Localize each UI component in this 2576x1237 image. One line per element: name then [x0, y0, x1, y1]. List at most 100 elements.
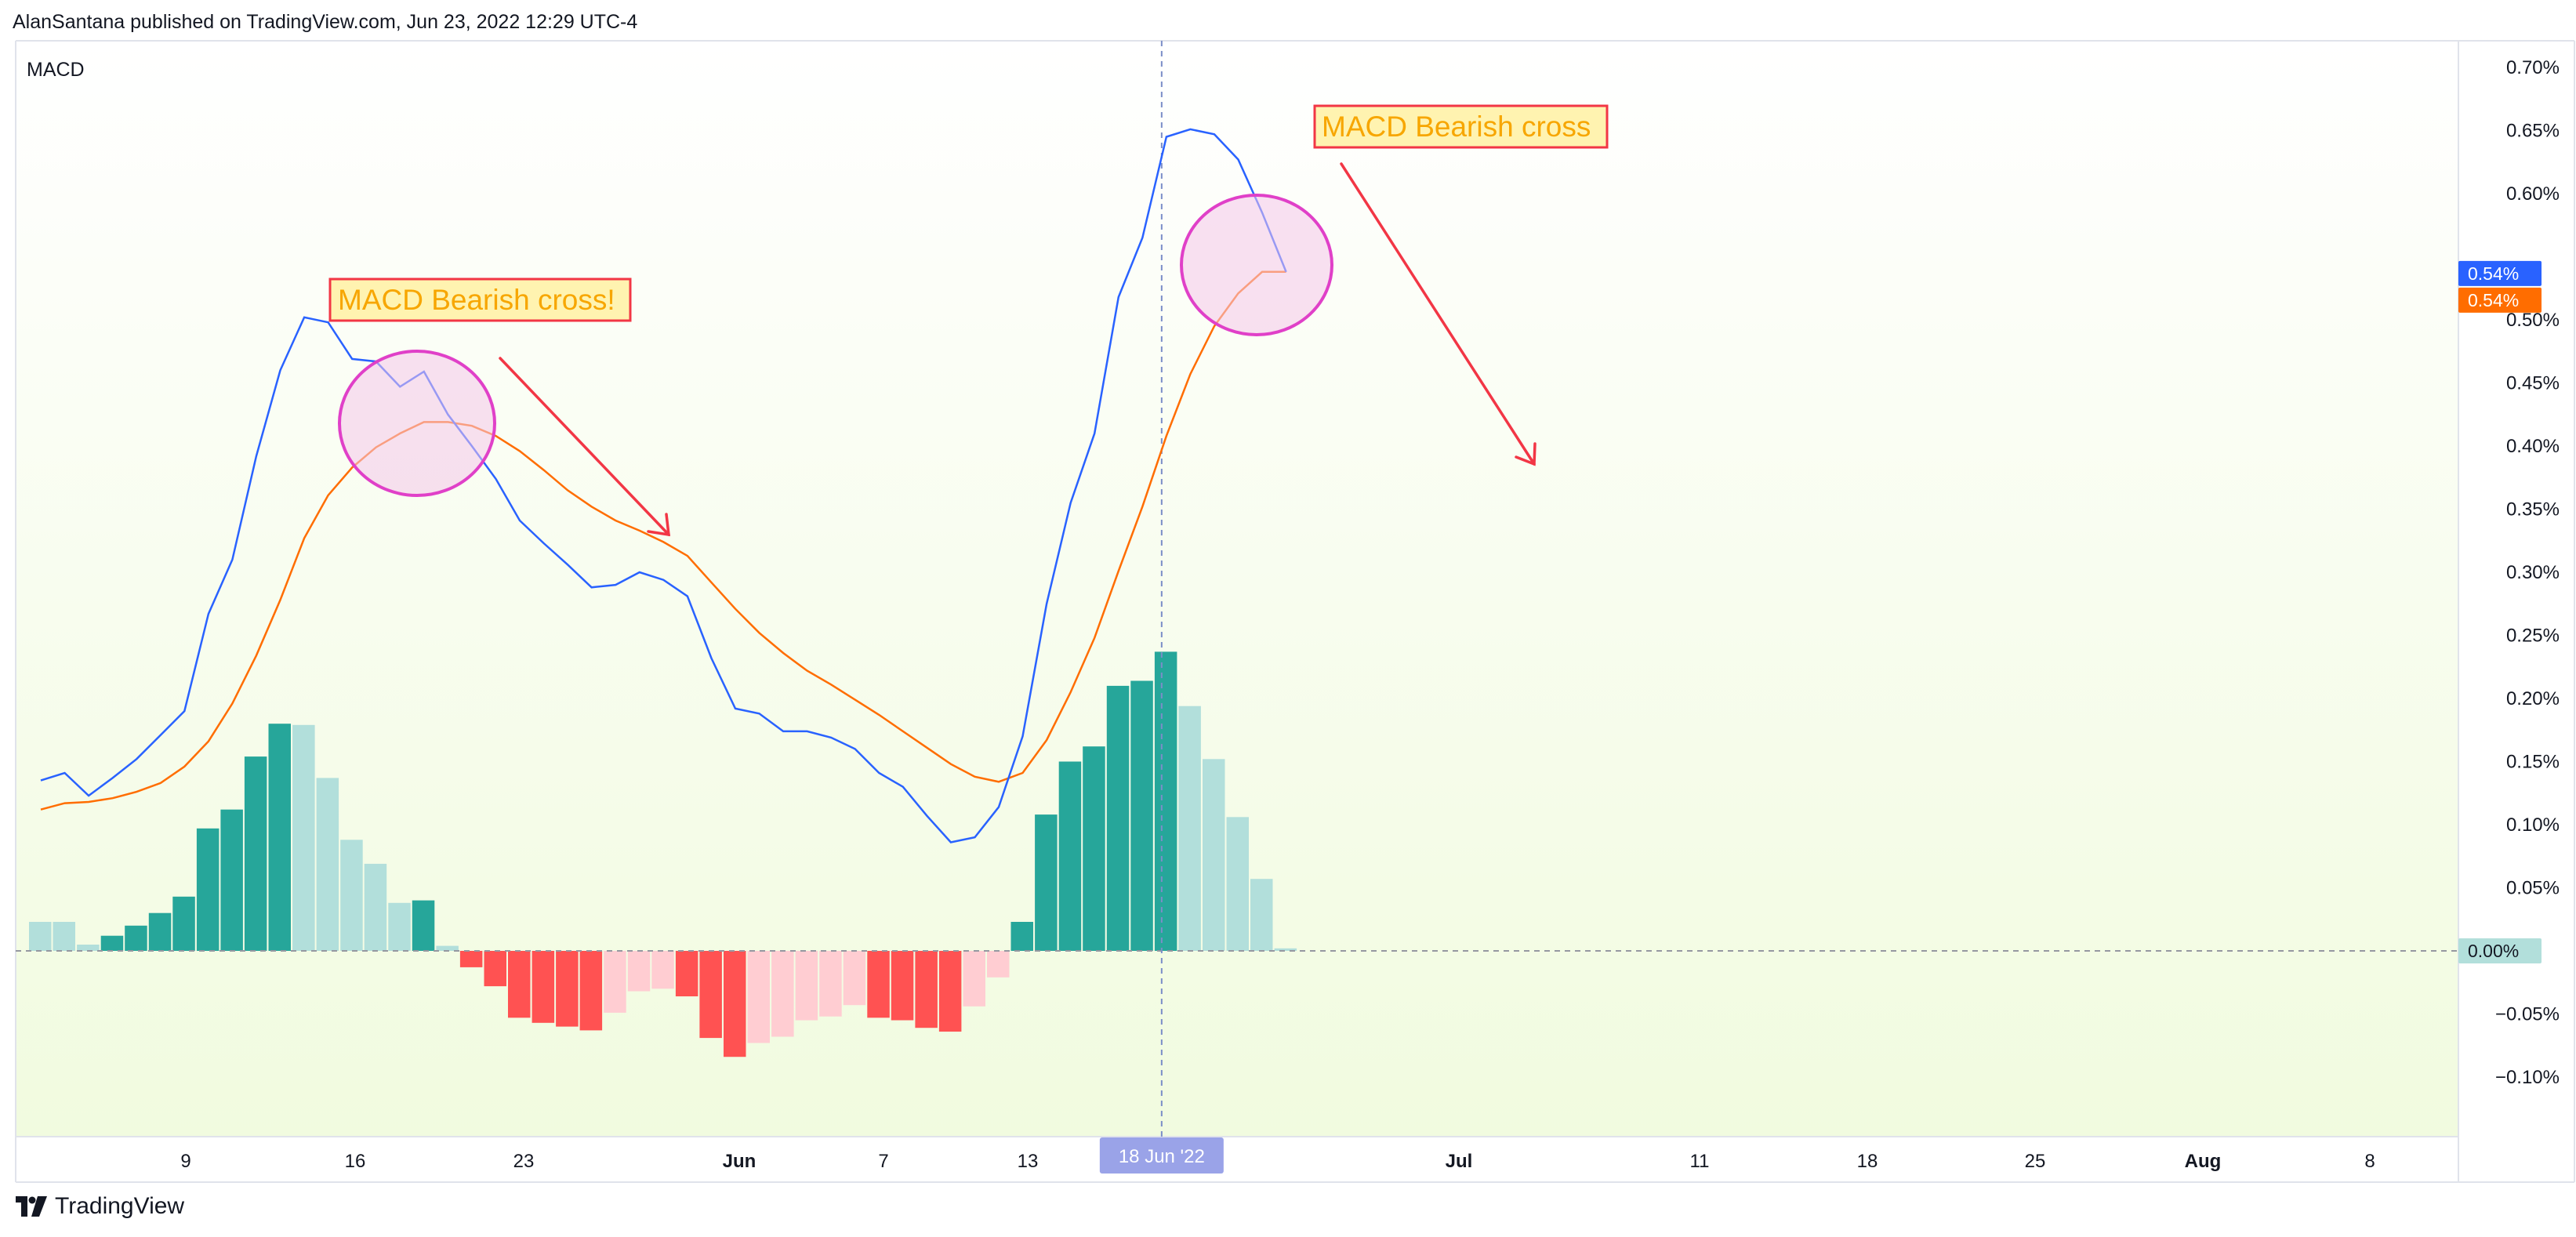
arrow-down-2[interactable]	[1340, 162, 1537, 466]
y-tick-label: 0.40%	[2506, 436, 2560, 457]
histogram-bar	[532, 951, 555, 1023]
x-tick-label: 13	[1018, 1151, 1039, 1172]
histogram-bar	[388, 902, 411, 951]
histogram-bar	[436, 945, 459, 951]
histogram-bar	[938, 951, 962, 1032]
x-tick-label: Jun	[723, 1151, 756, 1172]
annotation-2-text: MACD Bearish cross	[1322, 111, 1591, 143]
histogram-bar	[1226, 817, 1249, 951]
histogram-bar	[244, 756, 267, 951]
x-tick-label: Jul	[1446, 1151, 1473, 1172]
time-scale-background[interactable]	[16, 1137, 2458, 1182]
histogram-bar	[125, 925, 147, 951]
histogram-bar	[340, 840, 363, 951]
y-tick-label: 0.70%	[2506, 57, 2560, 78]
histogram-bar	[1203, 759, 1225, 951]
annotation-1[interactable]: MACD Bearish cross!	[328, 278, 632, 322]
pane-title: MACD	[27, 59, 85, 81]
y-tick-label: 0.15%	[2506, 752, 2560, 773]
arrow-down-1[interactable]	[499, 357, 671, 537]
histogram-bar	[987, 951, 1010, 978]
histogram-bar	[1106, 685, 1130, 951]
histogram-bar	[292, 724, 315, 951]
histogram-bar	[579, 951, 603, 1031]
y-tick-label: 0.30%	[2506, 562, 2560, 583]
histogram-bar	[220, 809, 243, 951]
x-tick-label: 25	[2025, 1151, 2046, 1172]
histogram-bar	[867, 951, 890, 1018]
footer: TradingView	[16, 1193, 184, 1220]
x-tick-label: 7	[878, 1151, 888, 1172]
histogram-bar	[148, 912, 172, 951]
macd-last-value-label: 0.54%	[2458, 260, 2542, 286]
svg-text:0.54%: 0.54%	[2468, 263, 2519, 284]
histogram-bar	[1083, 746, 1105, 951]
histogram-bar	[1250, 879, 1273, 951]
svg-text:0.54%: 0.54%	[2468, 290, 2519, 310]
histogram-bar	[724, 951, 746, 1057]
histogram-bar	[412, 900, 435, 951]
histogram-bar	[771, 951, 794, 1037]
histogram-bar	[1178, 706, 1201, 951]
highlight-circle-1[interactable]	[338, 350, 496, 497]
histogram-bar	[843, 951, 866, 1006]
histogram-bar	[172, 896, 195, 951]
histogram-bar	[747, 951, 770, 1043]
histogram-bar	[891, 951, 914, 1021]
histogram-bar	[268, 724, 291, 951]
y-tick-label: −0.10%	[2495, 1067, 2560, 1088]
histogram-bar	[484, 951, 506, 987]
histogram-bar	[77, 945, 100, 951]
y-tick-label: 0.10%	[2506, 814, 2560, 836]
histogram-bar	[1274, 948, 1297, 951]
histogram-bar	[963, 951, 985, 1007]
annotation-1-text: MACD Bearish cross!	[338, 284, 615, 316]
footer-brand[interactable]: TradingView	[55, 1193, 185, 1219]
histogram-bar	[556, 951, 579, 1027]
y-tick-label: 0.50%	[2506, 310, 2560, 331]
publish-info: AlanSantana published on TradingView.com…	[13, 11, 638, 33]
x-tick-label: Aug	[2185, 1151, 2222, 1172]
y-tick-label: 0.20%	[2506, 688, 2560, 709]
histogram-bar	[100, 935, 124, 951]
x-tick-label: 9	[180, 1151, 190, 1172]
histogram-bar	[795, 951, 818, 1021]
annotation-2[interactable]: MACD Bearish cross	[1313, 104, 1609, 149]
histogram-bar	[1058, 761, 1082, 951]
histogram-bar	[1130, 680, 1153, 951]
y-tick-label: 0.65%	[2506, 121, 2560, 142]
histogram-bar	[699, 951, 722, 1039]
signal-last-value-label: 0.54%	[2458, 287, 2542, 313]
x-tick-label: 23	[513, 1151, 535, 1172]
histogram-bar	[1035, 814, 1058, 951]
histogram-bar	[53, 922, 75, 951]
histogram-bar	[627, 951, 651, 992]
x-tick-label: 8	[2364, 1151, 2375, 1172]
histogram-bar	[508, 951, 531, 1018]
y-tick-label: 0.35%	[2506, 499, 2560, 521]
tradingview-logo-icon[interactable]	[16, 1196, 47, 1217]
signal-line	[40, 270, 1286, 811]
y-tick-label: 0.45%	[2506, 373, 2560, 394]
histogram-bar	[29, 922, 52, 951]
y-tick-label: 0.25%	[2506, 626, 2560, 647]
histogram-bar	[819, 951, 842, 1017]
crosshair-date-label: 18 Jun '22	[1099, 1137, 1224, 1174]
histogram-bar	[675, 951, 698, 996]
x-tick-label: 16	[345, 1151, 366, 1172]
histogram-bar	[1154, 651, 1177, 951]
svg-text:18 Jun '22: 18 Jun '22	[1119, 1146, 1205, 1167]
y-tick-label: −0.05%	[2495, 1004, 2560, 1025]
y-tick-label: 0.05%	[2506, 878, 2560, 899]
price-scale-background[interactable]	[2458, 41, 2576, 1137]
x-tick-label: 11	[1690, 1151, 1710, 1172]
histogram-bar	[316, 778, 339, 951]
x-tick-label: 18	[1857, 1151, 1878, 1172]
highlight-circle-2[interactable]	[1180, 194, 1333, 336]
histogram-bar	[364, 863, 387, 951]
histogram-bar	[196, 828, 220, 951]
histogram-bar	[651, 951, 674, 989]
histogram-bar	[1010, 922, 1033, 951]
histogram-bar	[459, 951, 483, 967]
